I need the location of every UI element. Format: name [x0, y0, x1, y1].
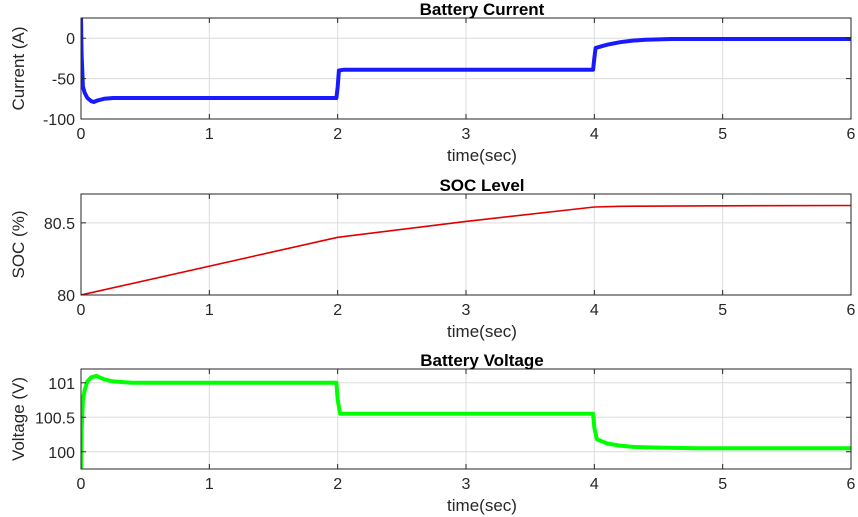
- x-tick-label: 6: [847, 476, 856, 493]
- subplot-battery-voltage: 0 1 2 3 4 5 6 100 100.5 101 Battery Voltage time(se…: [9, 351, 856, 515]
- x-tick-label: 0: [77, 126, 86, 143]
- x-tick-label: 0: [77, 302, 86, 319]
- y-tick-label: -100: [43, 112, 75, 129]
- y-axis-label: Current (A): [9, 26, 28, 110]
- x-tick-label: 3: [462, 476, 471, 493]
- y-tick-label: 101: [48, 376, 75, 393]
- x-axis-label: time(sec): [447, 496, 517, 515]
- y-tick-label: 80.5: [44, 216, 75, 233]
- series-line: [81, 373, 851, 469]
- x-tick-label: 0: [77, 476, 86, 493]
- x-tick-label: 5: [718, 126, 727, 143]
- x-tick-label: 3: [462, 126, 471, 143]
- x-tick-label: 4: [590, 126, 599, 143]
- y-tick-label: 80: [57, 288, 75, 305]
- series-line: [81, 204, 851, 295]
- y-axis-label: SOC (%): [9, 211, 28, 279]
- x-tick-label: 6: [847, 126, 856, 143]
- x-tick-label: 2: [333, 126, 342, 143]
- series-line: [81, 18, 851, 104]
- y-tick-label: 100.5: [35, 410, 75, 427]
- x-tick-label: 2: [333, 476, 342, 493]
- x-axis-label: time(sec): [447, 146, 517, 165]
- x-tick-label: 5: [718, 476, 727, 493]
- chart-title: Battery Voltage: [420, 351, 543, 370]
- y-tick-label: 100: [48, 445, 75, 462]
- x-axis-label: time(sec): [447, 322, 517, 341]
- x-tick-label: 1: [205, 302, 214, 319]
- x-tick-label: 4: [590, 476, 599, 493]
- x-tick-label: 4: [590, 302, 599, 319]
- x-tick-label: 1: [205, 476, 214, 493]
- y-axis-label: Voltage (V): [9, 377, 28, 461]
- y-tick-label: -50: [52, 72, 75, 89]
- x-tick-label: 5: [718, 302, 727, 319]
- x-tick-label: 2: [333, 302, 342, 319]
- y-tick-label: 0: [66, 31, 75, 48]
- x-tick-label: 6: [847, 302, 856, 319]
- subplot-soc-level: 0 1 2 3 4 5 6 80 80.5 SOC Level time(sec) SOC (%): [9, 176, 856, 341]
- x-tick-label: 1: [205, 126, 214, 143]
- subplot-battery-current: 0 1 2 3 4 5 6 -100 -50 0 Battery Current time(sec) C…: [9, 0, 856, 165]
- x-tick-label: 3: [462, 302, 471, 319]
- chart-title: SOC Level: [439, 176, 524, 195]
- chart-title: Battery Current: [420, 0, 545, 19]
